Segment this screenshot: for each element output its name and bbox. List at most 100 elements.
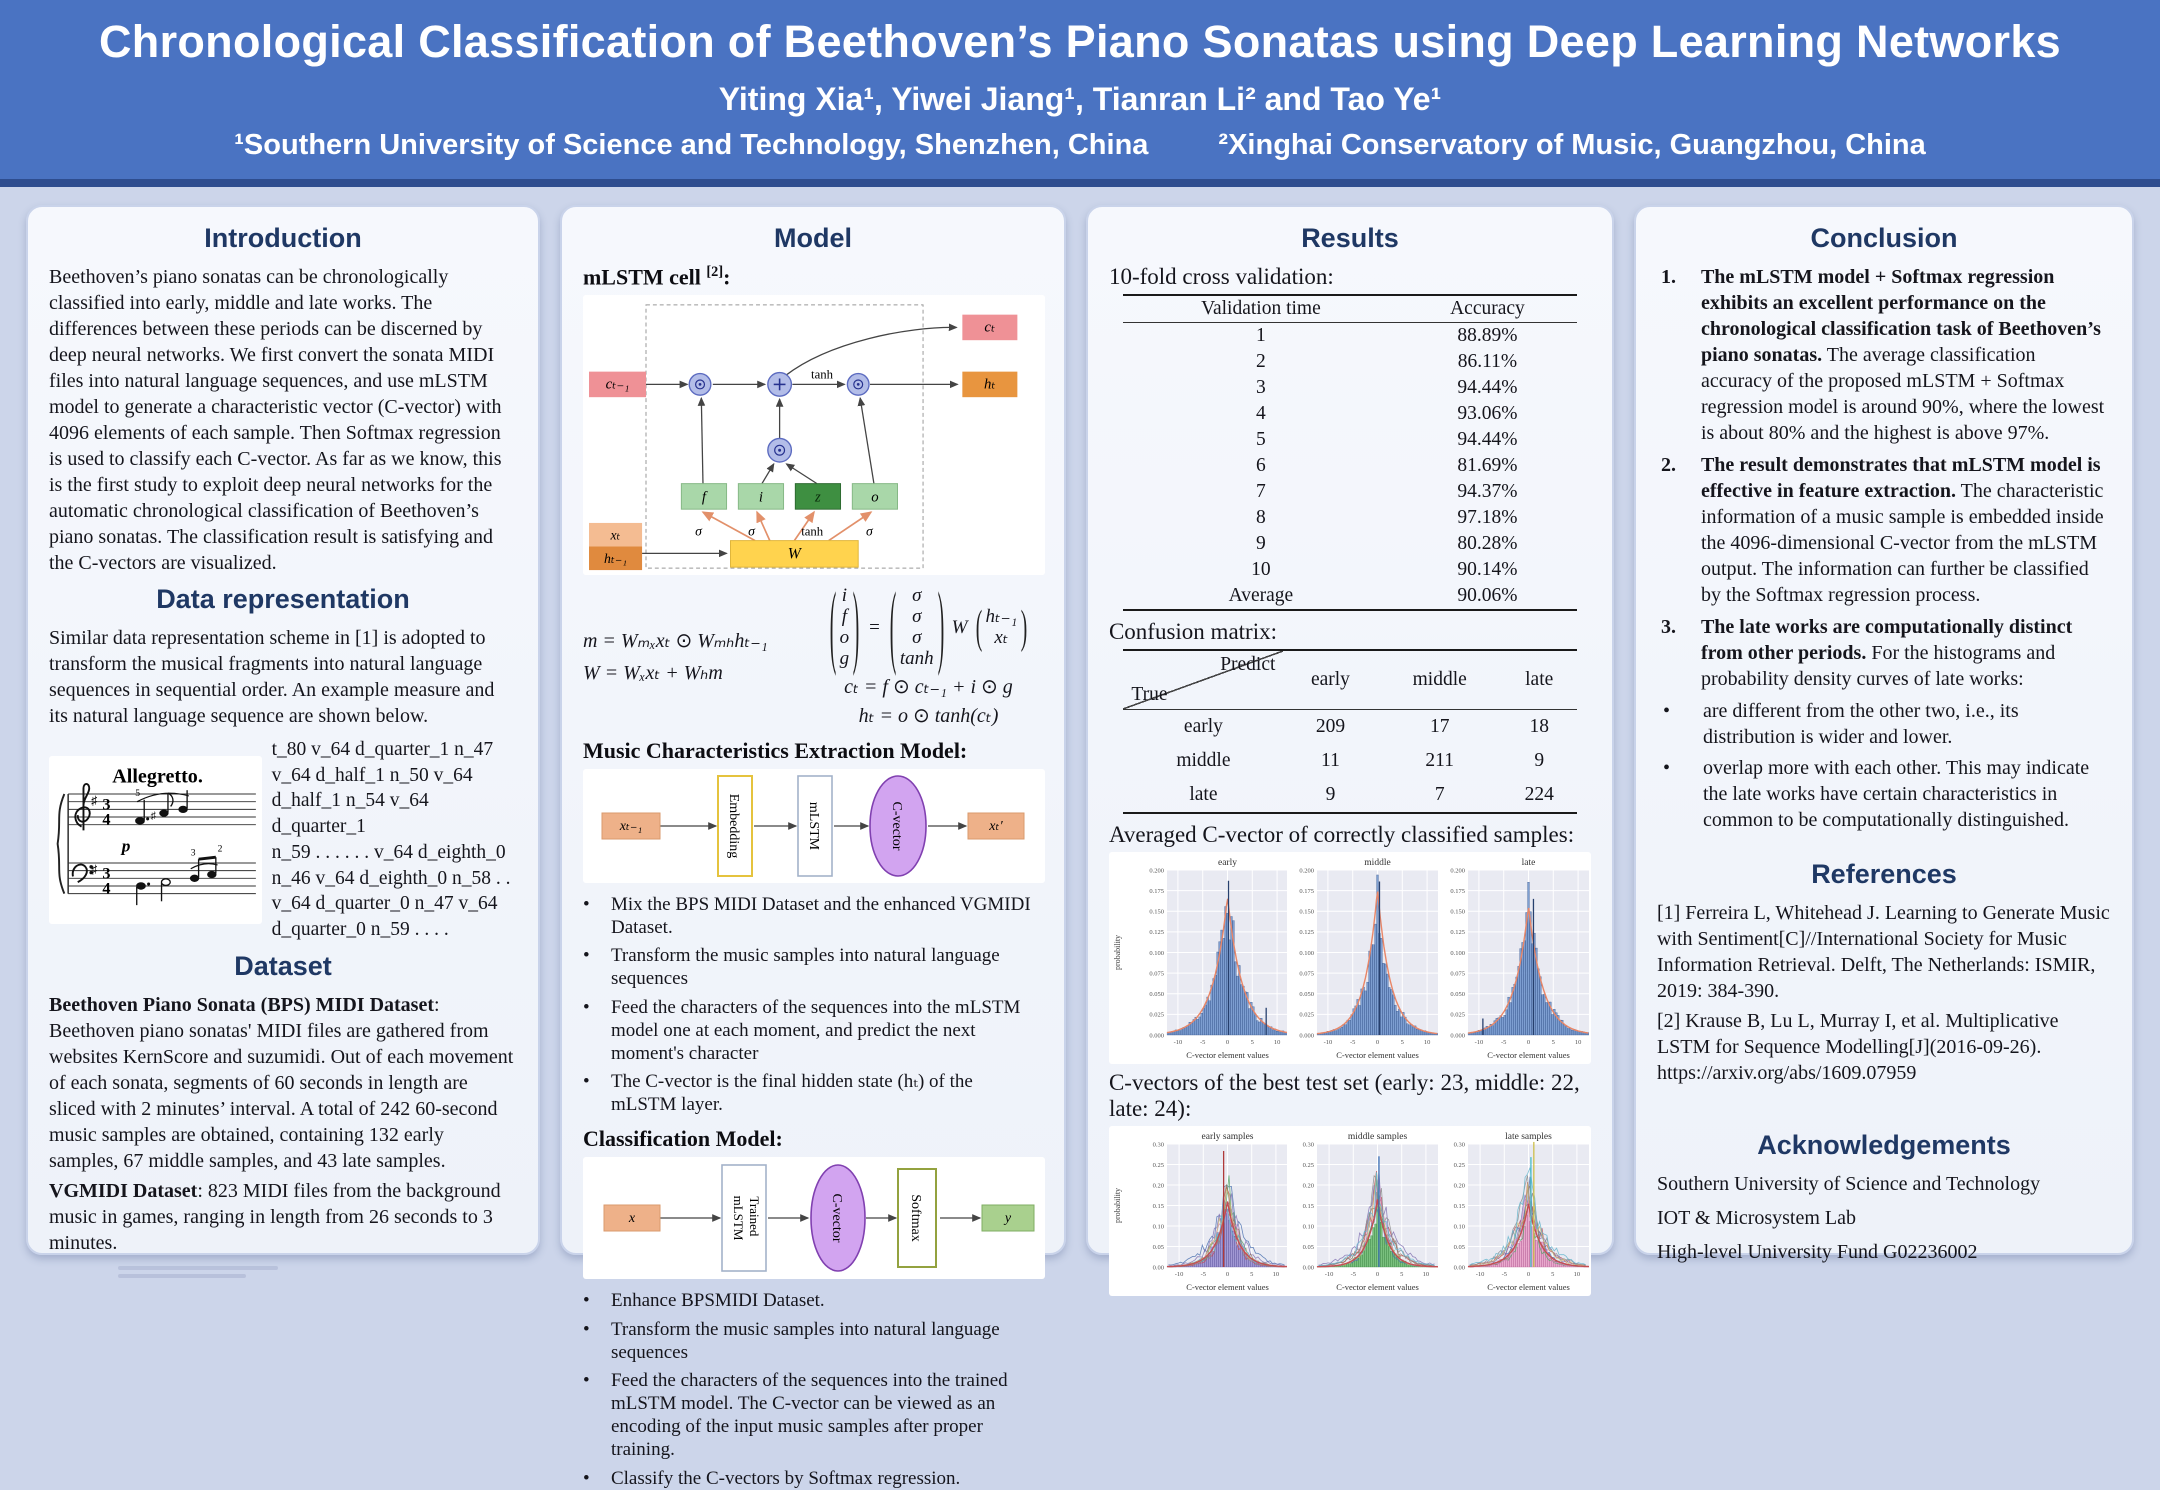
bullet-dot: • xyxy=(1657,698,1703,750)
input-label: x xyxy=(628,1211,636,1226)
svg-text:5: 5 xyxy=(1400,1271,1403,1278)
section-heading-acknowledgements: Acknowledgements xyxy=(1657,1130,2111,1161)
conclusion-item: 2. The result demonstrates that mLSTM mo… xyxy=(1657,452,2111,608)
rparen: ) xyxy=(1021,602,1028,655)
vector-entry: g xyxy=(840,649,850,670)
accuracy-cell: 93.06% xyxy=(1398,401,1576,427)
accuracy-cell: 81.69% xyxy=(1398,453,1576,479)
item-number: 3. xyxy=(1657,614,1701,692)
conclusion-item: 1. The mLSTM model + Softmax regression … xyxy=(1657,264,2111,446)
svg-text:0.200: 0.200 xyxy=(1450,867,1465,874)
mlstm-cell-heading: mLSTM cell [2]: xyxy=(583,264,1043,290)
accuracy-cell: 94.44% xyxy=(1398,427,1576,453)
svg-text:0.100: 0.100 xyxy=(1299,950,1314,957)
svg-text:0.075: 0.075 xyxy=(1299,970,1314,977)
svg-text:0.05: 0.05 xyxy=(1454,1244,1465,1251)
reference-item: [1] Ferreira L, Whitehead J. Learning to… xyxy=(1657,900,2111,1004)
svg-text:-10: -10 xyxy=(1325,1271,1334,1278)
bullet-item: •Enhance BPSMIDI Dataset. xyxy=(583,1289,1043,1312)
dataset-vgmidi-lead: VGMIDI Dataset xyxy=(49,1180,197,1202)
tanh-label-top: tanh xyxy=(811,368,834,382)
conclusion-item: 3. The late works are computationally di… xyxy=(1657,614,2111,692)
svg-text:early: early xyxy=(1218,858,1237,868)
svg-text:0.30: 0.30 xyxy=(1153,1141,1164,1148)
svg-text:-10: -10 xyxy=(1174,1039,1183,1046)
bullet-text: overlap more with each other. This may i… xyxy=(1703,755,2111,833)
true-class-cell: middle xyxy=(1123,744,1283,778)
svg-text:♯: ♯ xyxy=(151,811,156,822)
time-signature-treble: 3 4 xyxy=(102,794,110,828)
lparen: ( xyxy=(829,575,836,680)
validation-time-cell: 5 xyxy=(1123,427,1398,453)
svg-text:-5: -5 xyxy=(1351,1271,1356,1278)
dataset-bps-rest: : Beethoven piano sonatas' MIDI files ar… xyxy=(49,994,513,1172)
accuracy-cell: 94.44% xyxy=(1398,375,1576,401)
W-symbol: W xyxy=(952,617,968,639)
bullet-text: Classify the C-vectors by Softmax regres… xyxy=(611,1467,960,1490)
svg-text:0.05: 0.05 xyxy=(1153,1244,1164,1251)
data-representation-text: Similar data representation scheme in [1… xyxy=(49,625,517,729)
svg-text:0.175: 0.175 xyxy=(1149,888,1164,895)
watermark-line xyxy=(118,1274,246,1278)
extraction-model-diagram: xₜ₋₁ Embedding mLSTM C-vector xₜ′ xyxy=(583,769,1045,883)
accuracy-cell: 90.14% xyxy=(1398,557,1576,583)
section-heading-results: Results xyxy=(1109,223,1591,254)
svg-text:-10: -10 xyxy=(1175,1271,1184,1278)
averaged-cvector-label: Averaged C-vector of correctly classifie… xyxy=(1109,822,1591,848)
input-label: xₜ₋₁ xyxy=(619,819,643,834)
acknowledgement-list: Southern University of Science and Techn… xyxy=(1657,1171,2111,1265)
corner-header-cell: Predict True xyxy=(1123,650,1283,710)
best-test-set-label: C-vectors of the best test set (early: 2… xyxy=(1109,1070,1591,1122)
reference-item: [2] Krause B, Lu L, Murray I, et al. Mul… xyxy=(1657,1008,2111,1086)
introduction-text: Beethoven’s piano sonatas can be chronol… xyxy=(49,264,517,576)
table-header-row: Predict True early middle late xyxy=(1123,650,1576,710)
embedding-label: Embedding xyxy=(726,794,741,859)
watermark-line xyxy=(118,1266,278,1270)
poster-root: { "header": { "title": "Chronological Cl… xyxy=(0,0,2160,1296)
svg-text:middle samples: middle samples xyxy=(1348,1132,1408,1142)
svg-text:-10: -10 xyxy=(1476,1271,1485,1278)
time-signature-bass: 3 4 xyxy=(102,863,110,897)
svg-text:0: 0 xyxy=(1376,1271,1379,1278)
svg-text:0.20: 0.20 xyxy=(1153,1182,1164,1189)
classification-bullets: •Enhance BPSMIDI Dataset.•Transform the … xyxy=(583,1289,1043,1489)
item-text: The mLSTM model + Softmax regression exh… xyxy=(1701,264,2111,446)
bullet-dot: • xyxy=(583,944,611,990)
extraction-bullets: •Mix the BPS MIDI Dataset and the enhanc… xyxy=(583,893,1043,1117)
svg-text:10: 10 xyxy=(1575,1039,1582,1046)
svg-text:0.200: 0.200 xyxy=(1299,867,1314,874)
mlstm-cell-diagram: cₜ₋₁ cₜ hₜ tanh f i z xyxy=(583,295,1045,575)
accuracy-cell: 90.06% xyxy=(1398,583,1576,610)
bullet-item: •are different from the other two, i.e.,… xyxy=(1657,698,2111,750)
validation-time-cell: Average xyxy=(1123,583,1398,610)
svg-text:5: 5 xyxy=(1552,1039,1555,1046)
svg-text:0.15: 0.15 xyxy=(1303,1203,1314,1210)
svg-text:0: 0 xyxy=(1527,1039,1530,1046)
section-heading-model: Model xyxy=(583,223,1043,254)
svg-text:0.025: 0.025 xyxy=(1450,1012,1465,1019)
elementwise-product-node-1 xyxy=(689,374,711,396)
svg-text:0.175: 0.175 xyxy=(1450,888,1465,895)
validation-time-cell: 6 xyxy=(1123,453,1398,479)
svg-text:-5: -5 xyxy=(1201,1271,1206,1278)
bullet-item: •The C-vector is the final hidden state … xyxy=(583,1070,1043,1116)
fingering-number-bass-2: 2 xyxy=(218,843,223,854)
data-representation-figure: Allegretto. xyxy=(49,737,517,943)
cross-validation-label: 10-fold cross validation: xyxy=(1109,264,1591,290)
svg-text:0.05: 0.05 xyxy=(1303,1244,1314,1251)
svg-text:probability: probability xyxy=(1113,935,1122,970)
rparen: ) xyxy=(937,575,944,680)
equation-m: m = Wₘₓxₜ ⊙ Wₘₕhₜ₋₁ xyxy=(583,625,808,657)
count-cell: 211 xyxy=(1377,744,1501,778)
svg-text:-10: -10 xyxy=(1475,1039,1484,1046)
panel-introduction: Introduction Beethoven’s piano sonatas c… xyxy=(26,205,540,1255)
bullet-item: •Feed the characters of the sequences in… xyxy=(583,996,1043,1066)
